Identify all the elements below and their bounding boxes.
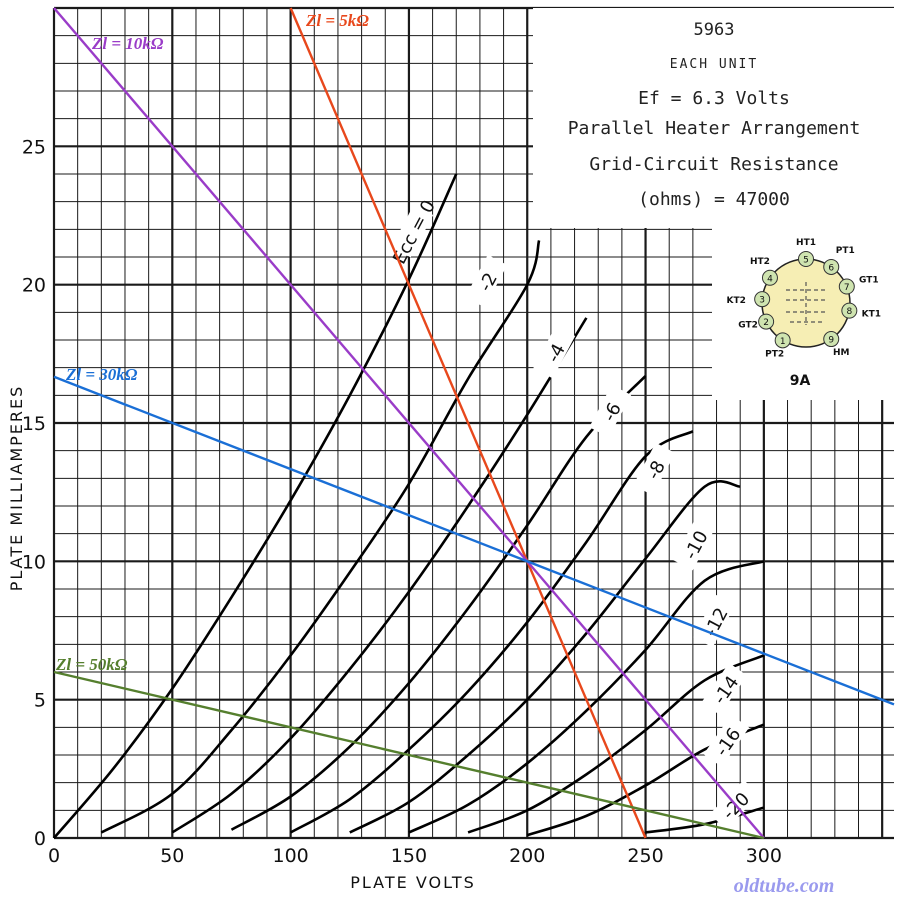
tube-electrode-symbol: [786, 282, 826, 325]
load-line-label: Zl = 10kΩ: [91, 34, 164, 53]
pin-number: 2: [763, 318, 769, 328]
load-line: [53, 7, 765, 839]
pin-circle: [841, 302, 858, 319]
chart-axes: 0 50 100 150 200 250 300 0 5 10 15 20 25: [22, 136, 782, 867]
grid-curve: [408, 560, 765, 834]
info-heater-arrangement: Parallel Heater Arrangement: [568, 118, 861, 139]
info-box: 5963 EACH UNIT Ef = 6.3 Volts Parallel H…: [533, 8, 895, 228]
pin-label: KT2: [726, 296, 745, 306]
x-tick-label: 0: [48, 845, 60, 867]
pin-number: 1: [780, 337, 786, 347]
watermark: oldtube.com: [734, 875, 835, 897]
pin-label: GT2: [738, 321, 758, 331]
pin-number: 3: [759, 296, 765, 306]
pin-circle: [838, 278, 855, 295]
grid-curve: [53, 173, 458, 839]
load-line-label: Zl = 5kΩ: [305, 11, 369, 30]
curve-label-background: [391, 204, 434, 258]
pin-label: GT1: [859, 276, 879, 286]
info-box-background: [533, 8, 895, 228]
y-tick-label: 20: [22, 275, 46, 297]
pin-label: PT2: [765, 349, 784, 359]
load-line: [53, 375, 895, 706]
x-tick-label: 300: [746, 845, 782, 867]
load-line-label: Zl = 50kΩ: [55, 655, 128, 674]
pin-circle: [761, 269, 778, 286]
x-tick-label: 200: [509, 845, 545, 867]
y-tick-label: 25: [22, 136, 46, 158]
grid-curve: [171, 317, 588, 834]
grid-curve: [289, 430, 694, 834]
pin-circle: [758, 313, 775, 330]
info-grid-resistance: Grid-Circuit Resistance: [589, 154, 838, 175]
curve-label-background: [533, 325, 576, 379]
curve-label-background: [703, 714, 750, 767]
curve-label-background: [701, 662, 748, 715]
pin-circle: [823, 258, 840, 275]
curve-label-background: [589, 384, 632, 438]
pin-number: 9: [828, 336, 834, 346]
pin-label: KT1: [862, 310, 881, 320]
y-tick-label: 15: [22, 413, 46, 435]
curve-label-background: [465, 254, 508, 308]
curve-label-background: [693, 594, 736, 648]
pin-number: 7: [844, 283, 850, 293]
pin-number: 8: [846, 307, 852, 317]
info-heater-voltage: Ef = 6.3 Volts: [638, 88, 790, 109]
grid-curve: [230, 375, 647, 831]
grid-curve: [349, 480, 741, 834]
y-tick-label: 10: [22, 551, 46, 573]
grid-curve: [100, 240, 541, 834]
y-tick-label: 5: [34, 690, 46, 712]
pin-label: HM: [833, 348, 850, 358]
load-line: [53, 670, 765, 840]
pin-label: HT1: [796, 238, 816, 248]
pin-label: HT2: [750, 257, 770, 267]
pin-circle: [823, 331, 840, 348]
pin-circle: [798, 251, 814, 267]
y-tick-label: 0: [34, 828, 46, 850]
pin-number: 6: [828, 263, 834, 273]
x-axis-title: PLATE VOLTS: [350, 873, 476, 892]
load-lines: Zl = 5kΩ Zl = 10kΩ Zl = 30kΩ Zl = 50kΩ: [53, 7, 895, 840]
grid-curve: [467, 654, 765, 834]
pin-label: PT1: [836, 246, 855, 256]
pin-circle: [754, 291, 771, 308]
curve-label-background: [633, 442, 676, 496]
x-tick-label: 150: [391, 845, 427, 867]
pin-number: 5: [803, 256, 809, 266]
curve-label-background: [673, 517, 716, 571]
pin-number: 4: [767, 274, 773, 284]
y-axis-title: PLATE MILLIAMPERES: [7, 385, 26, 592]
load-line: [289, 7, 647, 839]
basing-label: 9A: [790, 373, 811, 389]
info-each-unit: EACH UNIT: [670, 57, 758, 72]
chart-title: 5963: [694, 20, 735, 40]
pin-circle: [774, 332, 791, 349]
x-tick-label: 50: [160, 845, 184, 867]
x-tick-label: 250: [627, 845, 663, 867]
load-line-label: Zl = 30kΩ: [65, 365, 138, 384]
info-resistance-value: (ohms) = 47000: [638, 189, 790, 210]
x-tick-label: 100: [272, 845, 308, 867]
